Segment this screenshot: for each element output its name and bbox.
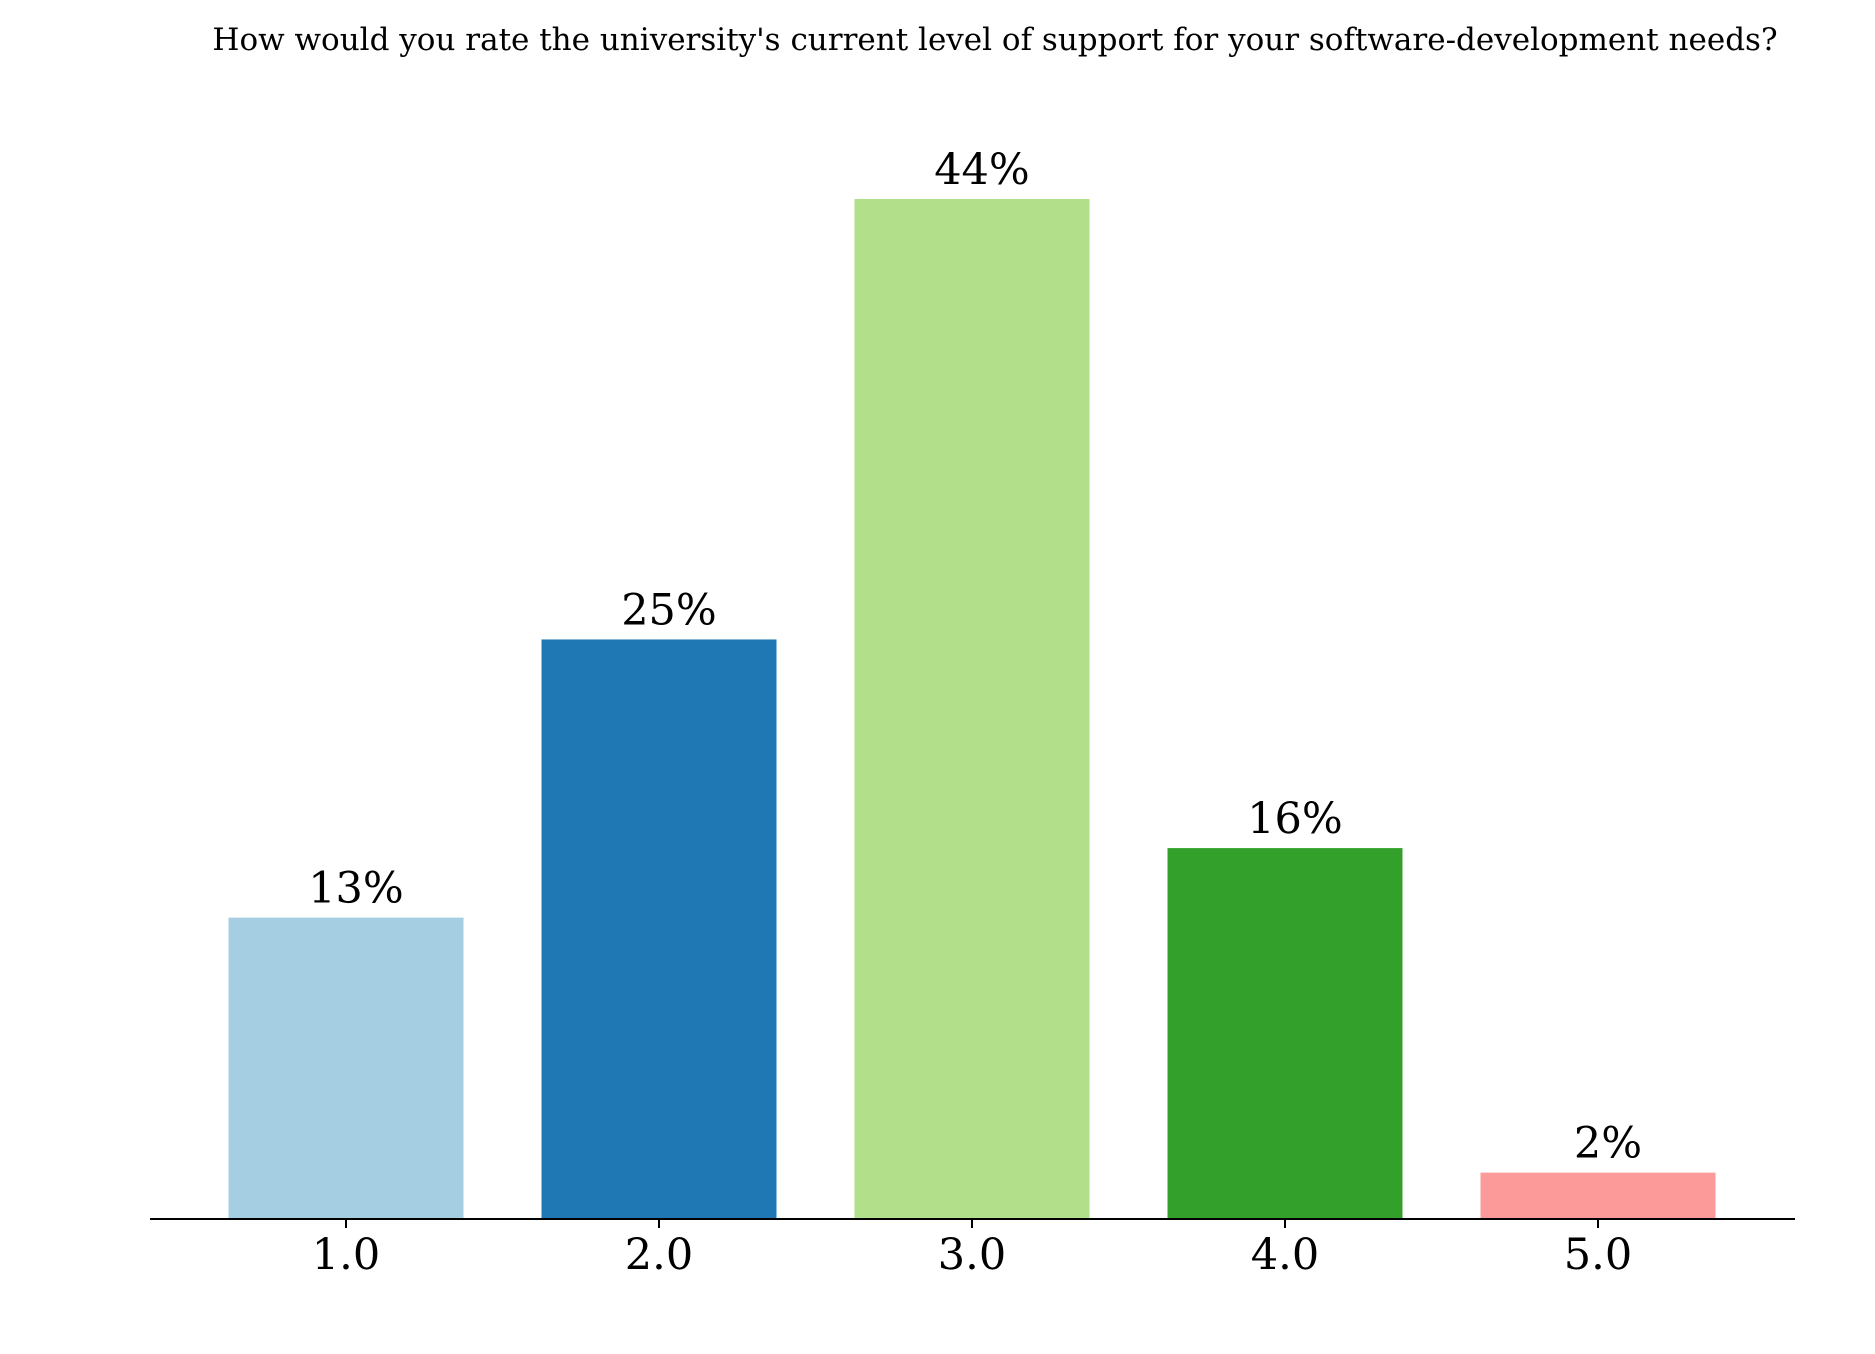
x-tick-label-4: 4.0 (1251, 1230, 1319, 1280)
data-label-4: 16% (1247, 794, 1343, 844)
bar-3 (854, 199, 1090, 1219)
x-tick-label-1: 1.0 (312, 1230, 380, 1280)
x-tick-label-3: 3.0 (938, 1230, 1006, 1280)
bar-5 (1480, 1172, 1716, 1219)
data-labels-layer: 13% 25% 44% 16% 2% (308, 145, 1642, 1169)
data-label-5: 2% (1574, 1119, 1642, 1169)
chart-title: How would you rate the university's curr… (212, 22, 1777, 58)
bar-4 (1167, 848, 1403, 1219)
x-axis-ticks: 1.0 2.0 3.0 4.0 5.0 (312, 1219, 1632, 1280)
data-label-3: 44% (934, 145, 1030, 195)
x-tick-label-2: 2.0 (625, 1230, 693, 1280)
data-label-1: 13% (308, 864, 404, 914)
bars-layer (228, 199, 1716, 1219)
x-tick-label-5: 5.0 (1564, 1230, 1632, 1280)
bar-2 (541, 639, 777, 1219)
data-label-2: 25% (621, 585, 717, 635)
bar-1 (228, 917, 464, 1219)
